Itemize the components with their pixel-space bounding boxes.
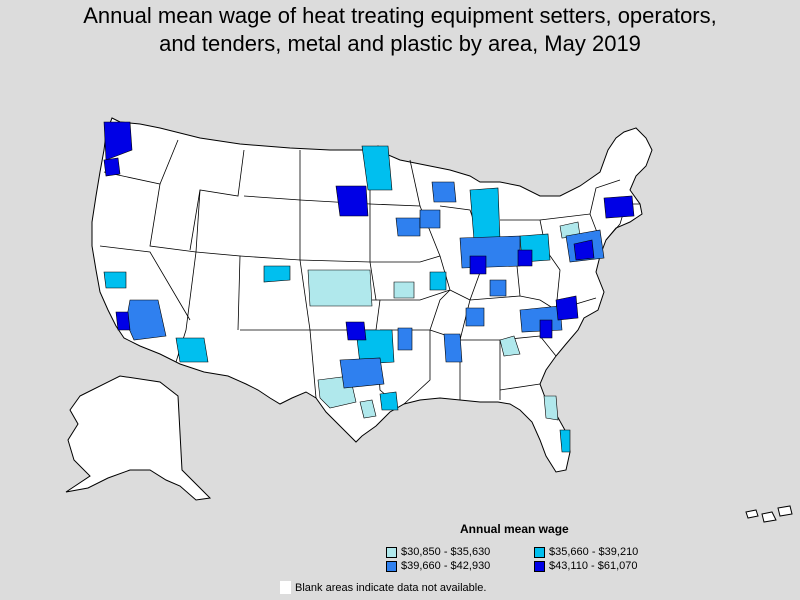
legend-item-class-1: $30,850 - $35,630 [386, 546, 490, 558]
alaska-outline [65, 375, 212, 501]
blank-swatch [280, 581, 291, 594]
legend-swatch-class-1 [386, 546, 397, 558]
metro-areas-class-4 [103, 121, 635, 341]
map-title-line-2: and tenders, metal and plastic by area, … [159, 31, 641, 56]
data-availability-note: Blank areas indicate data not available. [280, 581, 486, 594]
legend-swatch-class-4 [534, 560, 545, 572]
legend-title: Annual mean wage [460, 522, 569, 536]
metro-areas-class-2 [103, 145, 571, 453]
legend-label-class-2: $35,660 - $39,210 [549, 546, 639, 558]
legend-item-class-3: $39,660 - $42,930 [386, 560, 490, 572]
legend-item-class-4: $43,110 - $61,070 [534, 560, 637, 572]
hawaii-islands [745, 505, 793, 523]
legend-swatch-class-3 [386, 560, 397, 572]
map-title: Annual mean wage of heat treating equipm… [0, 2, 800, 58]
note-text: Blank areas indicate data not available. [295, 581, 487, 594]
legend-label-class-1: $30,850 - $35,630 [401, 546, 491, 558]
metro-areas-class-1 [307, 221, 581, 421]
legend-swatch-class-2 [534, 546, 545, 558]
legend-item-class-2: $35,660 - $39,210 [534, 546, 638, 558]
map-title-line-1: Annual mean wage of heat treating equipm… [83, 3, 717, 28]
legend-label-class-3: $39,660 - $42,930 [401, 560, 491, 572]
legend-label-class-4: $43,110 - $61,070 [549, 560, 638, 572]
